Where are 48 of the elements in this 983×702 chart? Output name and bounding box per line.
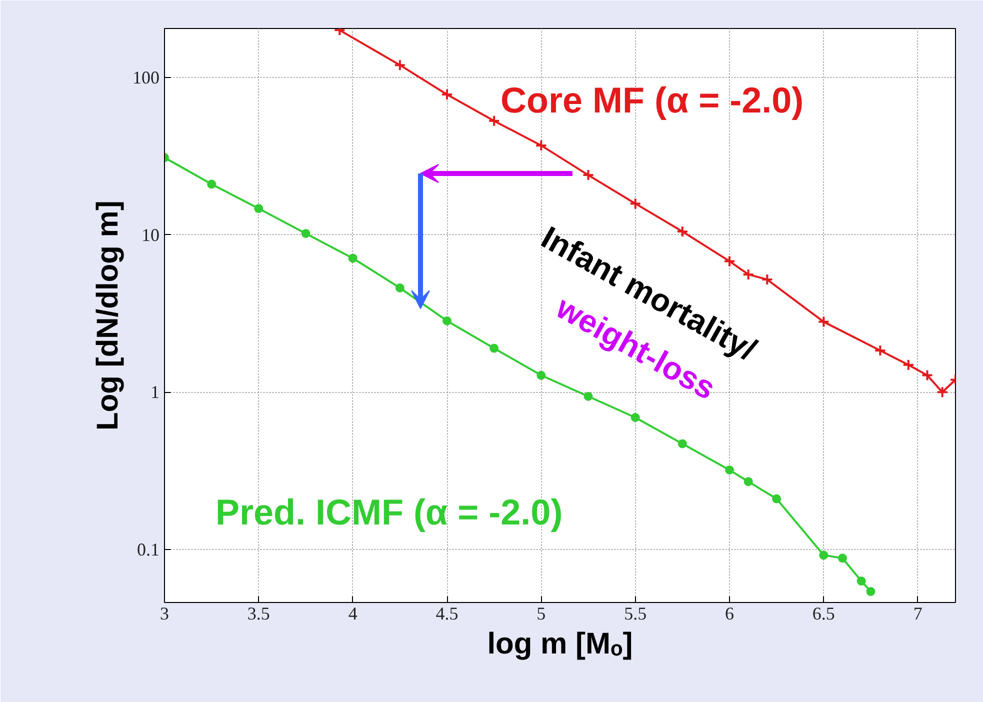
- x-axis-title: log m [Mₒ]: [487, 628, 633, 660]
- point: [490, 344, 499, 353]
- point: [725, 465, 734, 474]
- point: [676, 226, 688, 238]
- text: Pred. ICMF (α = -2.0): [216, 492, 563, 532]
- x-tick-label: 3.5: [247, 604, 270, 624]
- point: [207, 180, 216, 189]
- x-tick-label: 6: [725, 604, 734, 624]
- point: [254, 204, 264, 214]
- x-tick-label: 6.5: [812, 604, 835, 624]
- point: [724, 255, 736, 268]
- point: [921, 369, 934, 382]
- x-tick-label: 3: [160, 604, 169, 624]
- point: [678, 439, 687, 448]
- y-tick-label: 100: [132, 68, 160, 88]
- point: [818, 316, 830, 328]
- x-tick-label: 4: [348, 604, 358, 624]
- point: [936, 386, 948, 398]
- y-tick-label: 1: [150, 382, 160, 402]
- series-label: Core MF (α = -2.0): [500, 80, 804, 120]
- point: [629, 198, 642, 210]
- x-tick-label: 4.5: [436, 604, 458, 624]
- point: [488, 114, 500, 127]
- point: [856, 576, 866, 586]
- y-tick-label: 10: [142, 224, 160, 245]
- point: [630, 413, 640, 422]
- point: [394, 59, 406, 72]
- point: [874, 344, 886, 356]
- point: [744, 477, 753, 486]
- point: [838, 554, 847, 563]
- x-tick-label: 5: [536, 604, 546, 624]
- y-axis-title: Log [dN/dlog m]: [92, 200, 124, 430]
- point: [866, 587, 876, 596]
- point: [348, 254, 358, 263]
- point: [761, 274, 774, 286]
- x-tick-label: 7: [913, 604, 922, 624]
- point: [395, 283, 404, 292]
- y-tick-label: 0.1: [137, 539, 160, 560]
- point: [442, 316, 452, 326]
- point: [902, 358, 914, 371]
- point: [582, 169, 594, 182]
- point: [536, 370, 546, 380]
- point: [535, 139, 548, 152]
- x-tick-label: 5.5: [624, 604, 647, 624]
- point: [819, 550, 828, 560]
- point: [441, 88, 453, 101]
- point: [301, 229, 310, 238]
- point: [772, 494, 782, 504]
